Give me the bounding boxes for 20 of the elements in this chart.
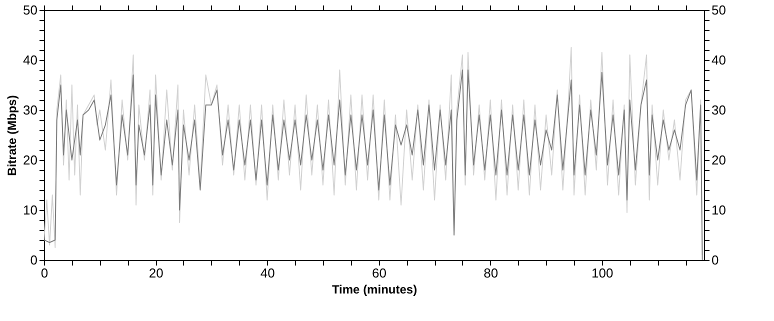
y-tick-label: 50 [23, 2, 38, 18]
x-tick-label: 100 [592, 266, 614, 280]
y2-tick-label: 40 [712, 52, 726, 68]
x-tick-label: 20 [148, 266, 164, 280]
x-axis-title: Time (minutes) [332, 282, 418, 296]
y2-tick-label: 50 [712, 2, 726, 18]
y2-tick-label: 30 [712, 102, 726, 118]
y-axis-title: Bitrate (Mbps) [5, 95, 20, 176]
y-tick-label: 20 [23, 152, 38, 168]
y-tick-label: 0 [30, 252, 38, 268]
y2-tick-label: 10 [712, 202, 726, 218]
y-tick-label: 40 [23, 52, 38, 68]
y-tick-label: 10 [23, 202, 38, 218]
y-tick-label: 30 [23, 102, 38, 118]
x-tick-label: 0 [40, 266, 48, 280]
x-tick-label: 80 [484, 266, 498, 280]
y2-tick-label: 0 [712, 252, 719, 268]
y2-tick-label: 20 [712, 152, 726, 168]
x-tick-label: 40 [260, 266, 275, 280]
x-tick-label: 60 [372, 266, 386, 280]
